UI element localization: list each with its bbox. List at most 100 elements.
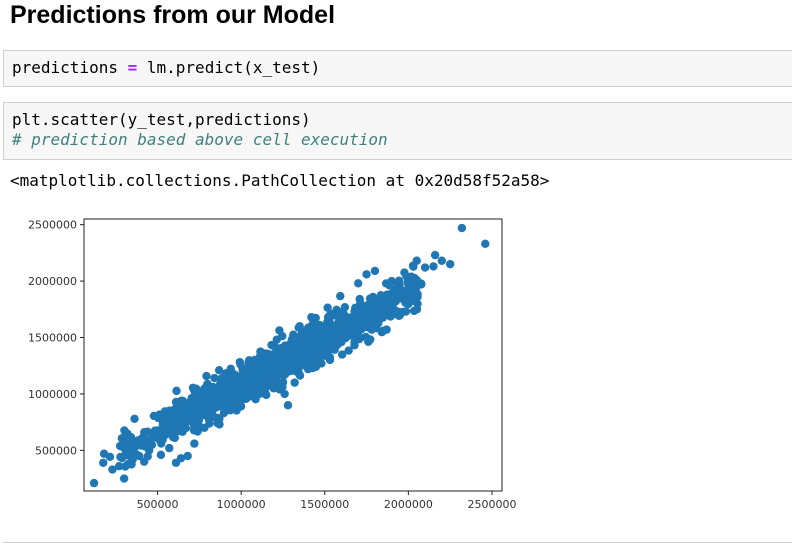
scatter-point [134, 451, 144, 461]
scatter-point [430, 250, 440, 260]
scatter-point [254, 361, 264, 370]
scatter-point [315, 320, 324, 330]
x-tick-label: 1500000 [300, 498, 349, 511]
scatter-point [133, 436, 143, 445]
scatter-point [280, 389, 289, 399]
scatter-point [354, 312, 364, 322]
page-heading: Predictions from our Model [10, 1, 336, 29]
scatter-point [354, 279, 363, 288]
scatter-point [350, 341, 359, 350]
x-tick-label: 2000000 [384, 498, 433, 511]
scatter-point [121, 462, 130, 471]
y-axis: 500000 1000000 1500000 2000000 2500000 [28, 219, 84, 457]
code-variable: predictions [12, 58, 118, 77]
scatter-point [256, 347, 265, 356]
scatter-point [386, 305, 396, 314]
scatter-point [202, 411, 212, 421]
scatter-point [280, 357, 289, 366]
scatter-point [413, 290, 422, 299]
scatter-point [99, 458, 108, 467]
scatter-points [89, 223, 490, 488]
scatter-point [179, 418, 188, 428]
assignment-operator: = [127, 58, 138, 77]
scatter-point [176, 454, 186, 463]
scatter-point [108, 465, 117, 474]
scatter-point [365, 294, 375, 303]
code-cell-scatter[interactable]: plt.scatter(y_test,predictions) # predic… [3, 102, 792, 160]
scatter-point [299, 346, 309, 356]
scatter-point [185, 398, 194, 407]
scatter-point [310, 347, 320, 356]
scatter-point [366, 335, 375, 344]
scatter-point [303, 364, 313, 374]
code-cell-predict[interactable]: predictions = lm.predict(x_test) [3, 50, 792, 87]
scatter-point [395, 310, 405, 320]
scatter-point [154, 413, 163, 423]
scatter-point [324, 326, 334, 335]
scatter-point [336, 291, 345, 301]
scatter-point [420, 263, 430, 272]
scatter-point [292, 343, 301, 352]
scatter-point [366, 320, 376, 329]
scatter-point [203, 390, 213, 400]
scatter-point [89, 478, 99, 488]
scatter-point [278, 331, 287, 341]
scatter-point [177, 396, 186, 406]
scatter-point [236, 402, 246, 411]
scatter-point [281, 345, 290, 355]
scatter-point [325, 353, 335, 362]
scatter-point [195, 395, 204, 405]
y-tick-label: 500000 [35, 444, 77, 457]
scatter-point [387, 276, 396, 286]
x-tick-label: 2500000 [467, 498, 516, 511]
scatter-point [236, 360, 245, 369]
scatter-point [165, 443, 174, 453]
scatter-point [317, 359, 326, 368]
scatter-point [354, 331, 363, 340]
scatter-point [307, 312, 316, 322]
y-tick-label: 2000000 [28, 275, 77, 288]
x-tick-label: 500000 [137, 498, 179, 511]
scatter-point [445, 259, 455, 269]
scatter-point [306, 341, 315, 350]
scatter-point [279, 371, 289, 380]
scatter-point [297, 361, 307, 370]
scatter-point [286, 356, 296, 366]
next-cell-border [3, 542, 792, 543]
scatter-point [295, 371, 305, 380]
scatter-point [188, 383, 198, 392]
scatter-point [244, 382, 253, 392]
code-expression: lm.predict(x_test) [146, 58, 321, 77]
scatter-point [337, 350, 347, 359]
scatter-point [156, 450, 166, 460]
scatter-point [168, 428, 177, 438]
scatter-point [457, 223, 467, 233]
scatter-point [187, 414, 196, 424]
scatter-point [376, 292, 385, 301]
scatter-point [119, 474, 129, 483]
scatter-point [312, 335, 321, 344]
scatter-point [183, 451, 192, 461]
scatter-point [177, 407, 187, 417]
scatter-point [145, 446, 154, 455]
code-line-scatter: plt.scatter(y_test,predictions) [12, 110, 311, 129]
x-tick-label: 1000000 [217, 498, 266, 511]
scatter-point [429, 262, 438, 271]
scatter-point [413, 299, 422, 309]
scatter-point [302, 352, 311, 362]
scatter-point [341, 328, 351, 337]
scatter-point [394, 285, 403, 295]
scatter-point [147, 432, 157, 441]
scatter-point [366, 302, 376, 311]
scatter-point [362, 270, 371, 279]
scatter-point [214, 366, 224, 375]
scatter-point [335, 311, 344, 320]
scatter-point [160, 407, 170, 416]
code-comment: # prediction based above cell execution [12, 130, 388, 149]
scatter-point [412, 256, 421, 265]
scatter-point [114, 461, 124, 471]
scatter-point [337, 337, 346, 347]
scatter-point [323, 312, 333, 322]
scatter-point [246, 373, 255, 382]
scatter-point [128, 454, 137, 463]
